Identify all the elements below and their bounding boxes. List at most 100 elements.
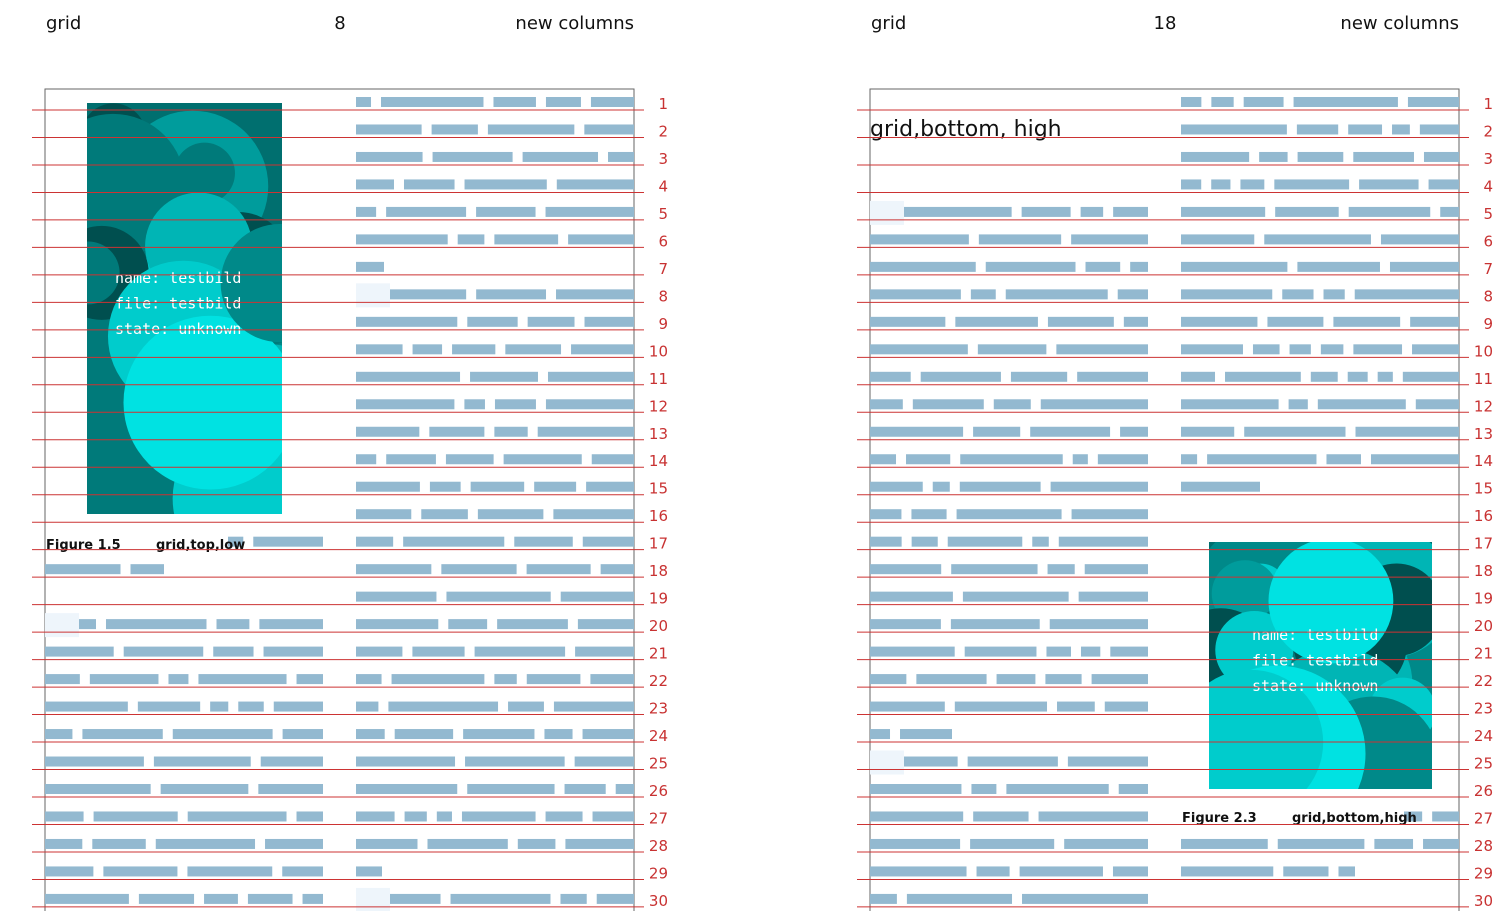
text-placeholder bbox=[130, 564, 164, 575]
text-placeholder bbox=[1428, 179, 1459, 190]
text-placeholder bbox=[508, 701, 544, 712]
line-number: 8 bbox=[1483, 287, 1493, 305]
text-placeholder bbox=[356, 316, 458, 327]
text-placeholder bbox=[1274, 179, 1350, 190]
text-placeholder bbox=[228, 536, 244, 547]
text-placeholder bbox=[959, 481, 1041, 492]
text-placeholder bbox=[575, 646, 634, 657]
text-placeholder bbox=[571, 344, 634, 355]
text-placeholder bbox=[467, 784, 555, 794]
text-placeholder bbox=[870, 564, 942, 575]
text-placeholder bbox=[1123, 316, 1148, 327]
text-placeholder bbox=[356, 701, 379, 712]
text-placeholder bbox=[527, 316, 575, 327]
text-placeholder bbox=[534, 481, 577, 492]
text-placeholder bbox=[356, 674, 382, 685]
text-placeholder bbox=[870, 674, 907, 685]
text-placeholder bbox=[412, 344, 443, 355]
line-number: 21 bbox=[1474, 645, 1493, 663]
text-placeholder bbox=[1181, 481, 1260, 492]
header-left: grid bbox=[46, 13, 81, 34]
text-placeholder bbox=[1310, 371, 1338, 382]
text-placeholder bbox=[1296, 124, 1339, 135]
text-placeholder bbox=[1181, 399, 1279, 410]
image-text: state: unknown bbox=[115, 320, 241, 338]
text-placeholder bbox=[494, 399, 536, 410]
text-placeholder bbox=[1289, 344, 1311, 355]
image-circle bbox=[1209, 669, 1324, 789]
text-placeholder bbox=[870, 811, 964, 822]
text-placeholder bbox=[970, 289, 996, 300]
line-number: 20 bbox=[1474, 617, 1493, 635]
text-placeholder bbox=[870, 509, 902, 520]
line-number: 13 bbox=[649, 425, 668, 443]
page-frame bbox=[869, 88, 1460, 911]
text-placeholder bbox=[967, 756, 1058, 767]
image: name: testbild file: testbild state: unkno… bbox=[1209, 542, 1432, 789]
text-placeholder bbox=[356, 151, 423, 162]
text-placeholder bbox=[356, 454, 377, 465]
line-number: 16 bbox=[649, 507, 668, 525]
text-placeholder bbox=[870, 289, 961, 300]
text-placeholder bbox=[302, 893, 323, 904]
image-text: name: testbild bbox=[115, 269, 241, 287]
text-placeholder bbox=[403, 536, 505, 547]
text-placeholder bbox=[1181, 97, 1202, 107]
text-placeholder bbox=[394, 729, 454, 740]
text-placeholder bbox=[568, 234, 634, 245]
text-placeholder bbox=[386, 454, 436, 465]
text-placeholder bbox=[973, 811, 1029, 822]
text-placeholder bbox=[608, 151, 634, 162]
text-placeholder bbox=[356, 426, 420, 437]
line-number: 21 bbox=[649, 645, 668, 663]
line-number: 5 bbox=[658, 205, 668, 223]
text-placeholder bbox=[904, 206, 1012, 217]
image-text: name: testbild bbox=[1252, 626, 1378, 644]
text-placeholder bbox=[932, 481, 950, 492]
text-placeholder bbox=[1392, 124, 1410, 135]
text-placeholder bbox=[45, 701, 128, 712]
text-placeholder bbox=[497, 619, 568, 630]
text-placeholder bbox=[45, 646, 114, 657]
text-placeholder bbox=[247, 893, 293, 904]
text-placeholder bbox=[356, 179, 394, 190]
text-placeholder bbox=[93, 811, 178, 822]
line-number: 17 bbox=[649, 535, 668, 553]
text-placeholder bbox=[906, 454, 951, 465]
text-placeholder bbox=[1112, 866, 1148, 877]
text-placeholder bbox=[560, 893, 587, 904]
text-placeholder bbox=[1071, 509, 1148, 520]
text-placeholder bbox=[452, 344, 496, 355]
text-placeholder bbox=[1282, 289, 1314, 300]
text-placeholder bbox=[1046, 646, 1071, 657]
line-number: 6 bbox=[658, 232, 668, 250]
text-placeholder bbox=[514, 536, 573, 547]
text-placeholder bbox=[391, 674, 485, 685]
text-placeholder bbox=[474, 646, 566, 657]
line-number: 20 bbox=[649, 617, 668, 635]
line-number: 7 bbox=[658, 260, 668, 278]
text-placeholder bbox=[45, 838, 83, 849]
text-placeholder bbox=[105, 619, 207, 630]
text-placeholder bbox=[198, 674, 287, 685]
text-placeholder bbox=[547, 371, 634, 382]
text-placeholder bbox=[1010, 371, 1068, 382]
text-placeholder bbox=[356, 564, 432, 575]
text-placeholder bbox=[993, 399, 1031, 410]
text-placeholder bbox=[870, 481, 923, 492]
text-placeholder bbox=[82, 729, 163, 740]
text-placeholder bbox=[1181, 179, 1202, 190]
text-placeholder bbox=[45, 784, 151, 794]
text-placeholder bbox=[467, 316, 518, 327]
text-placeholder bbox=[155, 838, 256, 849]
text-placeholder bbox=[553, 509, 634, 520]
text-placeholder bbox=[596, 893, 634, 904]
text-placeholder bbox=[204, 893, 238, 904]
text-placeholder bbox=[168, 674, 189, 685]
text-placeholder bbox=[544, 729, 573, 740]
text-placeholder bbox=[916, 674, 987, 685]
text-placeholder bbox=[964, 646, 1037, 657]
text-placeholder bbox=[1423, 838, 1459, 849]
text-placeholder bbox=[971, 784, 997, 794]
